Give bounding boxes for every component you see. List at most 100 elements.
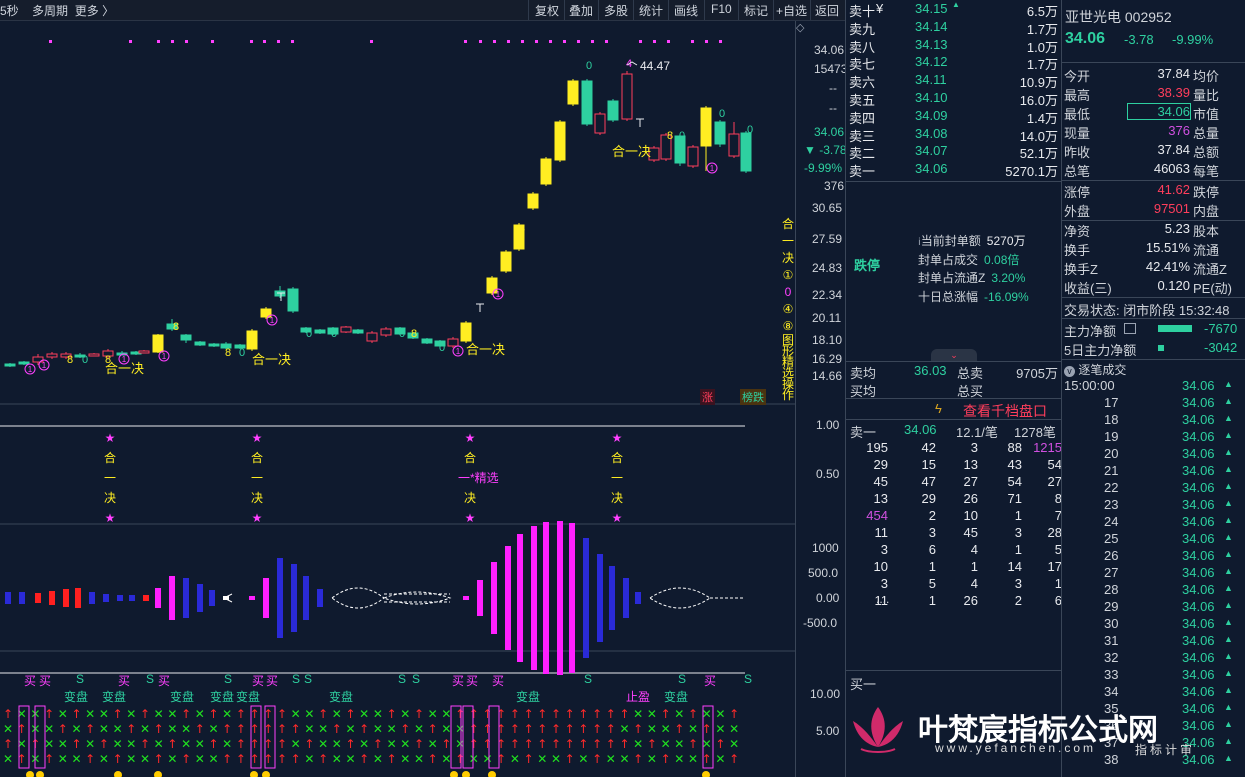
up-arrow-icon: ↑ xyxy=(277,752,287,766)
up-arrow-icon: ↑ xyxy=(537,737,547,751)
multi-period-button[interactable]: 多周期 xyxy=(32,4,69,18)
order-book-panel: 卖十 ¥ ▲ 34.15 6.5万 卖九 34.14 1.7万 卖八 34.13 1.0万 卖七 34.… xyxy=(845,0,1062,777)
x-mark-icon: ✕ xyxy=(619,722,629,736)
ask-price: 34.08 xyxy=(915,125,948,141)
ask-row[interactable]: 卖二 34.07 52.1万 xyxy=(846,143,1062,161)
count-label: 0 xyxy=(306,328,312,340)
quote-label: 昨收 xyxy=(1064,145,1091,160)
tick-price: 34.06 xyxy=(1182,565,1215,580)
ask-row[interactable]: 卖一 34.06 5270.1万 xyxy=(846,161,1062,179)
back-button[interactable]: 返回 xyxy=(815,4,840,18)
queue-cell: 15 xyxy=(921,457,936,472)
oscillator-bar xyxy=(303,576,309,620)
change-signal: 变盘 xyxy=(329,690,354,704)
oscillator-bar xyxy=(277,558,283,638)
signal-char: ★ xyxy=(104,431,116,445)
kline-candle xyxy=(366,332,378,342)
oscillator-bar xyxy=(317,589,323,607)
up-arrow-icon: ↑ xyxy=(674,722,684,736)
quote-value: 97501 xyxy=(1153,201,1190,216)
f10-button[interactable]: F10 xyxy=(711,2,732,16)
x-mark-icon: ✕ xyxy=(291,737,301,751)
change-signal: 变盘 xyxy=(170,690,195,704)
oscillator-bar xyxy=(5,592,11,604)
side-vertical-labels: 合 一 决 ① 0 ④ ⑧ 图 形 精 选 操 作 xyxy=(781,217,794,402)
hejue-label-4: 合一决 xyxy=(612,144,652,159)
top-dot xyxy=(705,40,708,43)
up-arrow-icon: ↑ xyxy=(304,737,314,751)
up-arrow-icon: ↑ xyxy=(702,722,712,736)
up-arrow-icon: ↑ xyxy=(510,722,520,736)
ask-price: 34.10 xyxy=(915,90,948,105)
up-arrow-icon: ↑ xyxy=(250,722,260,736)
limit-info-row: 封单占成交 0.08倍 xyxy=(918,251,1019,268)
yellow-dot xyxy=(114,771,122,777)
queue-cell: 13 xyxy=(963,457,978,472)
limit-info-label: 封单占流通Z xyxy=(918,271,986,285)
thousand-level-button[interactable]: 查看千档盘口 xyxy=(963,403,1047,419)
signal-column: ★ 合一*精选决 ★ xyxy=(458,428,499,528)
svg-text:1: 1 xyxy=(162,352,167,361)
queue-cell: 3 xyxy=(880,542,888,557)
period-label[interactable]: 5秒 多周期 更多 〉 xyxy=(0,4,115,18)
queue-cell: 29 xyxy=(921,491,936,506)
ask-row[interactable]: 卖七 34.12 1.7万 xyxy=(846,54,1062,72)
ask-row[interactable]: 卖三 34.08 14.0万 xyxy=(846,126,1062,144)
x-mark-icon: ✕ xyxy=(332,752,342,766)
overlay-button[interactable]: 叠加 xyxy=(569,4,594,18)
top-dot xyxy=(464,40,467,43)
up-arrow-icon: ↑ xyxy=(578,707,588,721)
tick-price: 34.06 xyxy=(1182,548,1215,563)
add-watchlist-button[interactable]: +自选 xyxy=(776,4,808,18)
ticks-header[interactable]: v 逐笔成交 xyxy=(1064,361,1126,378)
x-mark-icon: ✕ xyxy=(17,707,27,721)
ask-row[interactable]: 卖六 34.11 10.9万 xyxy=(846,72,1062,90)
quote-label: 净资 xyxy=(1064,224,1091,239)
queue-cell: 454 xyxy=(866,508,888,523)
quote-value: 5.23 xyxy=(1164,221,1190,236)
x-mark-icon: ✕ xyxy=(619,752,629,766)
mark-button[interactable]: 标记 xyxy=(744,4,769,18)
oscillator-bar xyxy=(609,566,615,630)
x-mark-icon: ✕ xyxy=(126,707,136,721)
x-mark-icon: ✕ xyxy=(647,707,657,721)
x-mark-icon: ✕ xyxy=(729,737,739,751)
up-arrow-icon: ↑ xyxy=(113,707,123,721)
more-button[interactable]: 更多 xyxy=(74,4,99,18)
svg-text:1: 1 xyxy=(456,347,461,356)
statistics-button[interactable]: 统计 xyxy=(639,4,664,18)
up-arrow-icon: ↑ xyxy=(387,752,397,766)
collapse-toggle[interactable]: ⌄ xyxy=(931,349,977,361)
up-arrow-icon: ↑ xyxy=(688,737,698,751)
quote-label: 总笔 xyxy=(1064,164,1091,179)
ask-row[interactable]: 卖四 34.09 1.4万 xyxy=(846,108,1062,126)
circle-marker xyxy=(24,363,36,375)
quote-price: 34.06 xyxy=(1065,30,1106,47)
restore-right-button[interactable]: 复权 xyxy=(535,4,560,18)
ask-volume: 1.7万 xyxy=(1026,21,1058,37)
draw-line-button[interactable]: 画线 xyxy=(674,4,699,18)
x-mark-icon: ✕ xyxy=(113,737,123,751)
x-mark-icon: ✕ xyxy=(58,737,68,751)
ask10-suffix: ¥ xyxy=(876,1,884,16)
queue-ellipsis: .... xyxy=(876,592,890,606)
x-mark-icon: ✕ xyxy=(167,752,177,766)
doc-icon[interactable] xyxy=(1124,323,1136,334)
up-arrow-icon: ↑ xyxy=(428,752,438,766)
ask-row[interactable]: 卖八 34.13 1.0万 xyxy=(846,37,1062,55)
x-mark-icon: ✕ xyxy=(304,722,314,736)
stock-name: 亚世光电 xyxy=(1065,9,1121,25)
up-arrow-icon: ↑ xyxy=(469,722,479,736)
ask-row[interactable]: 卖九 34.14 1.7万 xyxy=(846,19,1062,37)
signal-column: ★ 合一决 ★ xyxy=(249,428,265,528)
up-arrow-icon: ↑ xyxy=(414,707,424,721)
buy-signal: 买 xyxy=(466,674,479,688)
ask-row[interactable]: 卖十 ¥ ▲ 34.15 6.5万 xyxy=(846,0,1062,19)
quote-panel: 亚世光电 002952 34.06 -3.78 -9.99% 今开 37.84 均价… xyxy=(1061,0,1245,777)
multi-stock-button[interactable]: 多股 xyxy=(604,4,629,18)
ask-row[interactable]: 卖五 34.10 16.0万 xyxy=(846,90,1062,108)
top-dot xyxy=(639,40,642,43)
stock-code: 002952 xyxy=(1124,9,1172,25)
x-mark-icon: ✕ xyxy=(208,752,218,766)
